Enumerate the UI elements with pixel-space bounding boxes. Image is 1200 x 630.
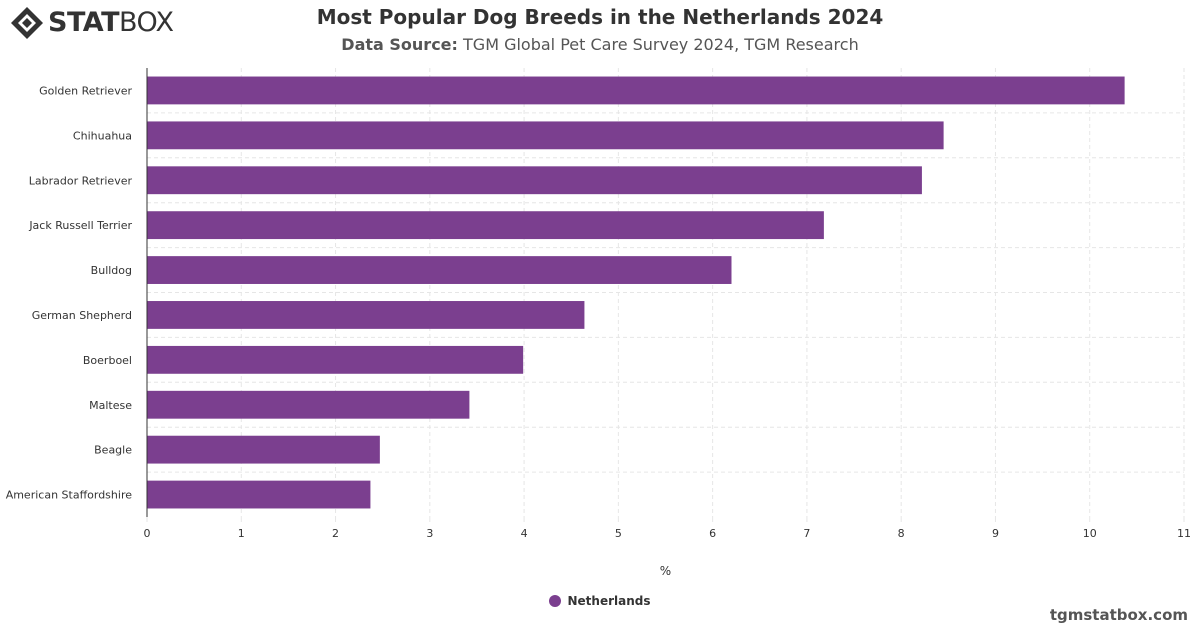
x-tick-label: 1: [238, 527, 245, 540]
x-tick-label: 10: [1083, 527, 1097, 540]
x-tick-label: 8: [898, 527, 905, 540]
y-category-label: Beagle: [94, 444, 132, 457]
bar: [147, 435, 380, 464]
legend-label: Netherlands: [567, 594, 651, 608]
bar: [147, 256, 732, 284]
legend-swatch: [549, 595, 562, 607]
y-category-label: Jack Russell Terrier: [28, 219, 132, 232]
x-tick-label: 2: [332, 527, 339, 540]
bar: [147, 76, 1125, 105]
y-category-label: Golden Retriever: [39, 84, 132, 97]
y-category-label: German Shepherd: [32, 309, 132, 322]
legend[interactable]: Netherlands: [0, 594, 1200, 608]
y-category-label: Bulldog: [91, 264, 132, 277]
x-tick-label: 5: [615, 527, 622, 540]
bars-layer: [147, 76, 1125, 509]
logo-wordmark: STATBOX: [48, 6, 174, 40]
x-tick-label: 9: [992, 527, 999, 540]
bar: [147, 345, 524, 374]
x-axis-title: %: [660, 564, 671, 578]
y-category-label: American Staffordshire: [6, 489, 133, 502]
bar: [147, 166, 922, 195]
grid-layer: [147, 68, 1185, 517]
source-label: Data Source:: [341, 35, 458, 54]
chart-title: Most Popular Dog Breeds in the Netherlan…: [316, 5, 884, 29]
statbox-logo: STATBOX: [10, 6, 174, 40]
axis-layer: [146, 68, 1185, 522]
x-tick-label: 3: [426, 527, 433, 540]
x-tick-label: 11: [1177, 527, 1191, 540]
x-tick-label: 6: [709, 527, 716, 540]
chart-subtitle: Data Source: TGM Global Pet Care Survey …: [0, 35, 1200, 54]
x-tick-label: 4: [521, 527, 528, 540]
source-text: TGM Global Pet Care Survey 2024, TGM Res…: [463, 35, 859, 54]
bar: [147, 480, 371, 509]
y-category-label: Maltese: [89, 399, 132, 412]
x-tick-label: 7: [803, 527, 810, 540]
bar: [147, 390, 470, 419]
y-category-label: Boerboel: [83, 354, 132, 367]
bar: [147, 121, 944, 150]
watermark: tgmstatbox.com: [1049, 606, 1188, 624]
y-category-label: Labrador Retriever: [29, 174, 133, 187]
logo-text-bold: STAT: [48, 7, 119, 38]
y-category-label: Chihuahua: [73, 129, 132, 142]
bar: [147, 301, 585, 329]
bar: [147, 211, 824, 240]
labels-layer: 0 1 2 3 4 5 6 7 8 9 10 11 Golden Retriever Chihuahua L…: [6, 84, 1191, 578]
x-tick-label: 0: [144, 527, 151, 540]
logo-text-light: BOX: [118, 7, 174, 38]
statbox-diamond-icon: [11, 7, 43, 39]
